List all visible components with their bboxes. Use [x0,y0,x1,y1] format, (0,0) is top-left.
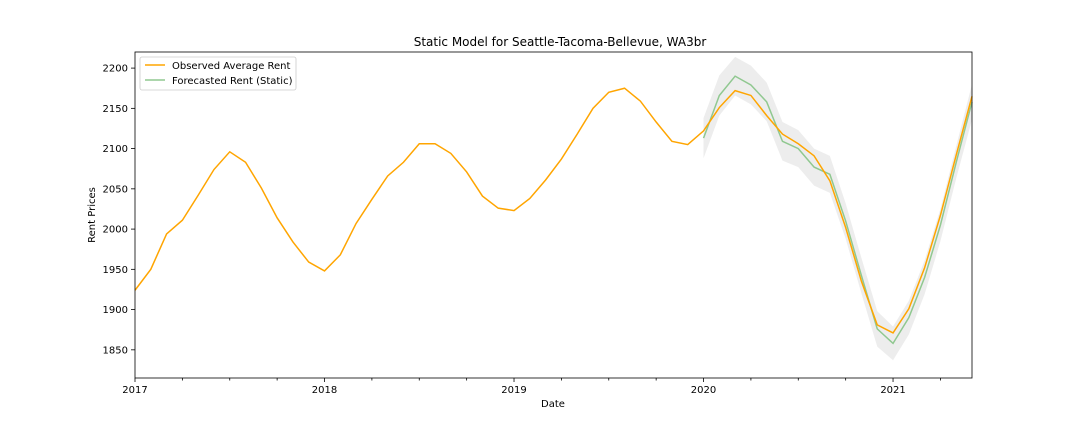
y-tick-label: 1950 [103,265,128,276]
y-axis: 1850 1900 1950 2000 2050 2100 2150 2200 [103,64,135,356]
y-tick-label: 2050 [103,184,128,195]
plot-area [134,56,973,361]
x-tick-label: 2017 [122,385,147,396]
y-tick-label: 2200 [103,64,128,75]
y-tick-label: 2100 [103,144,128,155]
legend-label-observed: Observed Average Rent [172,61,291,72]
forecast-series-line [702,75,973,345]
legend-label-forecast: Forecasted Rent (Static) [172,76,293,87]
y-axis-label: Rent Prices [87,187,98,243]
plot-frame [134,51,973,379]
y-tick-label: 1900 [103,305,128,316]
forecast-confidence-band [703,56,972,361]
x-tick-label: 2021 [880,385,905,396]
x-axis: 2017 2018 2019 2020 2021 [122,378,941,396]
x-tick-label: 2018 [312,385,337,396]
chart-title: Static Model for Seattle-Tacoma-Bellevue… [414,35,707,49]
legend: Observed Average Rent Forecasted Rent (S… [139,56,297,91]
y-tick-label: 2000 [103,225,128,236]
y-tick-label: 2150 [103,104,128,115]
observed-series-line [134,87,973,334]
legend-box [139,56,297,91]
x-tick-label: 2020 [691,385,716,396]
x-axis-label: Date [541,399,565,410]
x-tick-label: 2019 [501,385,526,396]
y-tick-label: 1850 [103,345,128,356]
